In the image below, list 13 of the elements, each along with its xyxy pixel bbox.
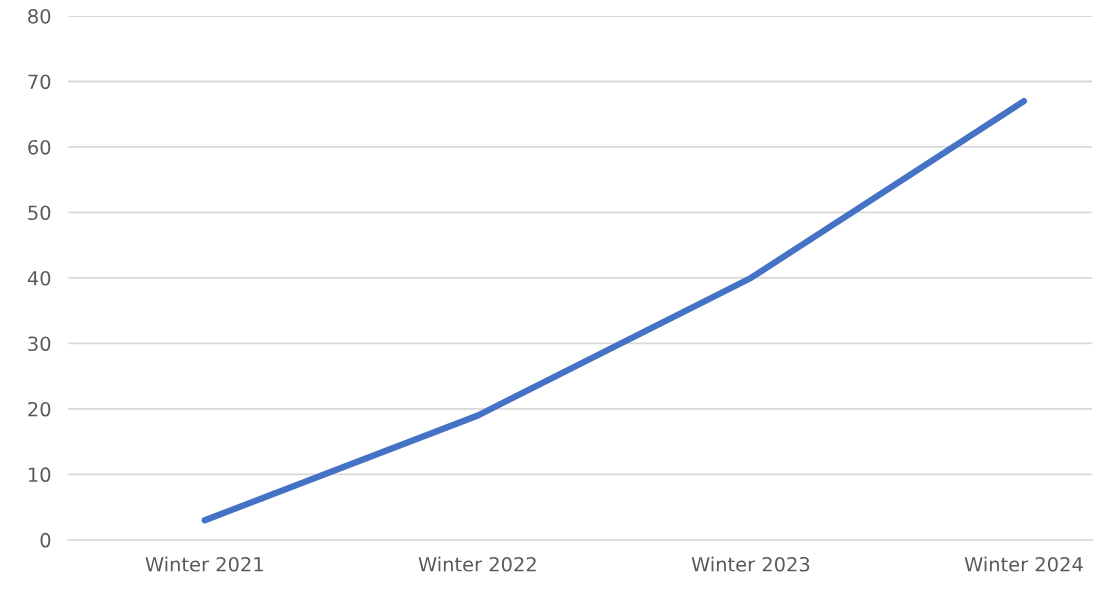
y-tick-label: 80 <box>28 8 51 24</box>
x-tick-label: Winter 2023 <box>691 556 810 572</box>
x-tick-label: Winter 2024 <box>964 556 1083 572</box>
x-tick-label: Winter 2021 <box>145 556 263 572</box>
y-tick-label: 60 <box>28 139 51 155</box>
y-tick-label: 20 <box>28 401 51 417</box>
y-tick-label: 40 <box>27 270 51 286</box>
y-tick-label: 30 <box>28 336 51 352</box>
y-tick-label: 50 <box>28 205 51 221</box>
y-tick-label: 10 <box>28 467 51 483</box>
x-tick-label: Winter 2022 <box>418 556 536 572</box>
y-tick-label: 70 <box>28 74 51 90</box>
y-tick-label: 0 <box>40 532 51 548</box>
